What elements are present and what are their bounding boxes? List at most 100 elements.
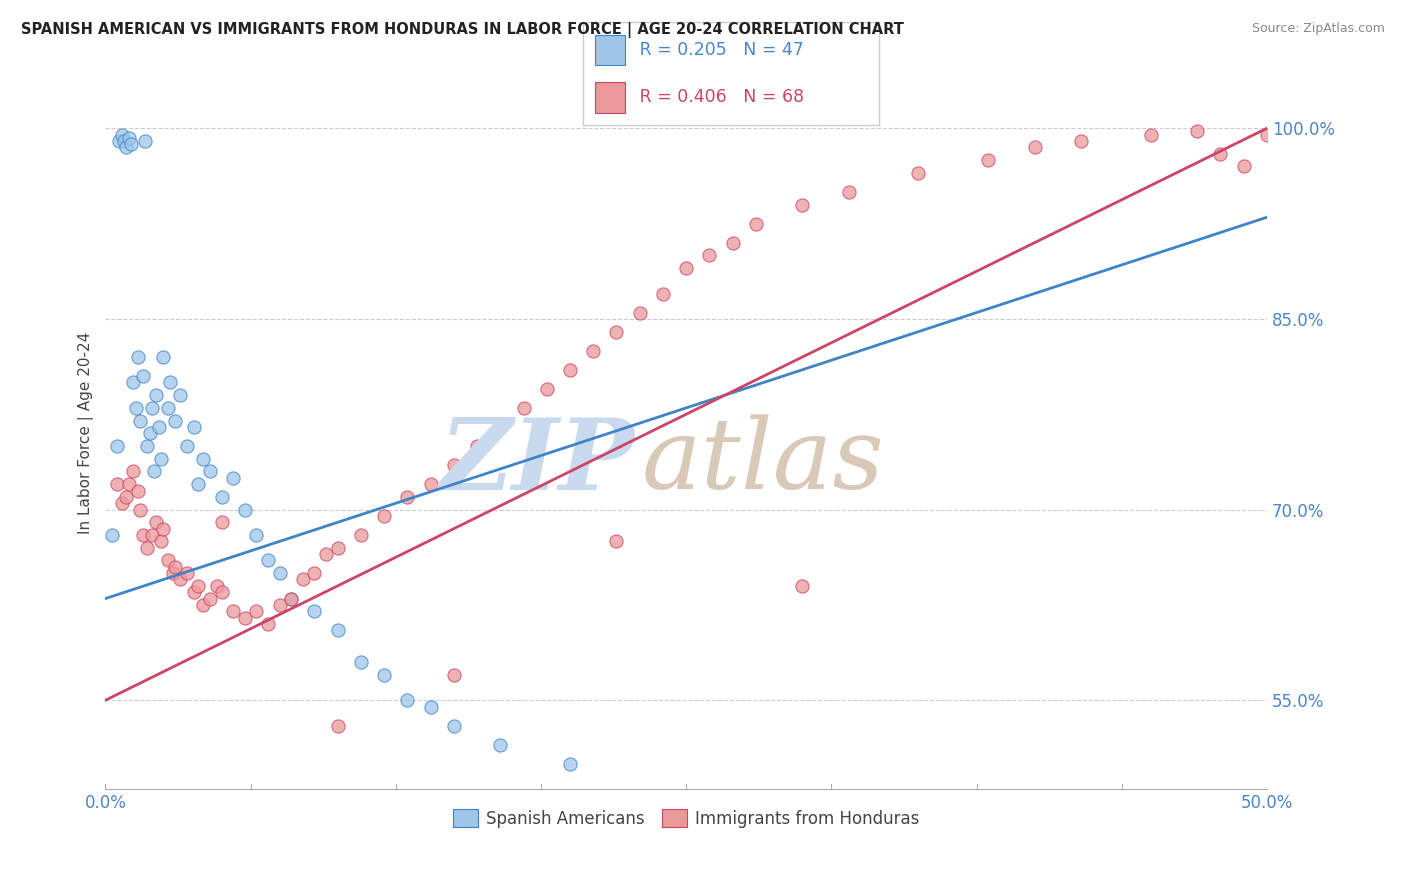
Point: [1209, 146, 1232, 161]
Point: [792, 579, 814, 593]
Point: [1185, 124, 1208, 138]
Point: [159, 376, 181, 390]
Point: [122, 376, 145, 390]
Point: [419, 699, 441, 714]
Point: [489, 420, 512, 434]
Point: [512, 401, 534, 415]
Point: [396, 693, 419, 707]
Text: SPANISH AMERICAN VS IMMIGRANTS FROM HONDURAS IN LABOR FORCE | AGE 20-24 CORRELAT: SPANISH AMERICAN VS IMMIGRANTS FROM HOND…: [21, 22, 904, 38]
Point: [134, 134, 156, 148]
Text: R = 0.406   N = 68: R = 0.406 N = 68: [634, 88, 804, 106]
Point: [792, 197, 814, 211]
Point: [605, 325, 627, 339]
Point: [115, 490, 138, 504]
Point: [211, 585, 233, 599]
Point: [148, 420, 170, 434]
Point: [582, 343, 605, 358]
Point: [136, 541, 159, 555]
Point: [1139, 128, 1161, 142]
Point: [222, 471, 245, 485]
Point: [304, 566, 326, 581]
Point: [136, 439, 159, 453]
Point: [373, 668, 395, 682]
Point: [675, 261, 697, 276]
Point: [191, 598, 214, 612]
Point: [169, 388, 191, 402]
Point: [280, 591, 302, 606]
Point: [152, 350, 174, 364]
Point: [628, 305, 651, 319]
Text: atlas: atlas: [643, 414, 884, 509]
Point: [129, 414, 152, 428]
Point: [605, 534, 627, 549]
Point: [315, 547, 337, 561]
Point: [1256, 128, 1278, 142]
Point: [373, 508, 395, 523]
Point: [269, 566, 291, 581]
Y-axis label: In Labor Force | Age 20-24: In Labor Force | Age 20-24: [79, 332, 94, 534]
Point: [396, 490, 419, 504]
Point: [157, 401, 180, 415]
Point: [120, 136, 142, 151]
Point: [245, 528, 267, 542]
Point: [443, 458, 465, 472]
Point: [183, 585, 205, 599]
Point: [350, 655, 373, 669]
Point: [304, 604, 326, 618]
Point: [699, 248, 721, 262]
Point: [907, 166, 929, 180]
Point: [150, 451, 173, 466]
Point: [222, 604, 245, 618]
Point: [124, 401, 146, 415]
Point: [162, 566, 184, 581]
Point: [169, 573, 191, 587]
Point: [198, 591, 221, 606]
Point: [122, 465, 145, 479]
Point: [419, 477, 441, 491]
Point: [558, 363, 581, 377]
Point: [145, 388, 167, 402]
Point: [651, 286, 673, 301]
Point: [191, 451, 214, 466]
Point: [117, 477, 139, 491]
Point: [1233, 160, 1256, 174]
Legend: Spanish Americans, Immigrants from Honduras: Spanish Americans, Immigrants from Hondu…: [446, 803, 927, 834]
Point: [205, 579, 228, 593]
Point: [1070, 134, 1092, 148]
Point: [117, 131, 139, 145]
Point: [183, 420, 205, 434]
Point: [176, 439, 198, 453]
Point: [489, 738, 512, 752]
Point: [257, 617, 280, 632]
Point: [145, 516, 167, 530]
Text: R = 0.205   N = 47: R = 0.205 N = 47: [634, 41, 804, 59]
Point: [141, 528, 163, 542]
Point: [326, 541, 349, 555]
Point: [233, 502, 256, 516]
Point: [187, 477, 209, 491]
Point: [558, 756, 581, 771]
Point: [108, 134, 131, 148]
Point: [111, 496, 134, 510]
Point: [291, 573, 314, 587]
Bar: [595, 35, 624, 65]
Point: [131, 369, 153, 384]
Point: [326, 624, 349, 638]
Point: [150, 534, 173, 549]
Point: [129, 502, 152, 516]
Point: [112, 134, 135, 148]
Point: [127, 350, 149, 364]
Point: [105, 477, 128, 491]
Point: [269, 598, 291, 612]
Bar: [595, 82, 624, 112]
Point: [977, 153, 1000, 167]
Point: [350, 528, 373, 542]
Point: [165, 559, 187, 574]
Point: [152, 522, 174, 536]
Point: [211, 516, 233, 530]
Point: [443, 668, 465, 682]
Point: [326, 719, 349, 733]
Point: [198, 465, 221, 479]
Point: [465, 439, 488, 453]
Point: [115, 140, 138, 154]
